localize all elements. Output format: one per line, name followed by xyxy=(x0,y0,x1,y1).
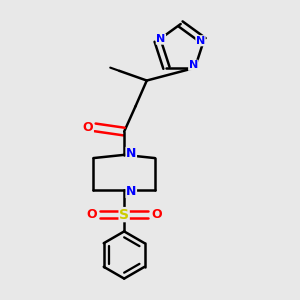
Text: O: O xyxy=(86,208,97,221)
Text: N: N xyxy=(196,36,205,46)
Text: N: N xyxy=(156,34,166,44)
Text: S: S xyxy=(119,208,129,222)
Text: O: O xyxy=(151,208,162,221)
Text: N: N xyxy=(126,184,136,197)
Text: N: N xyxy=(189,60,198,70)
Text: N: N xyxy=(126,147,136,161)
Text: O: O xyxy=(83,121,93,134)
